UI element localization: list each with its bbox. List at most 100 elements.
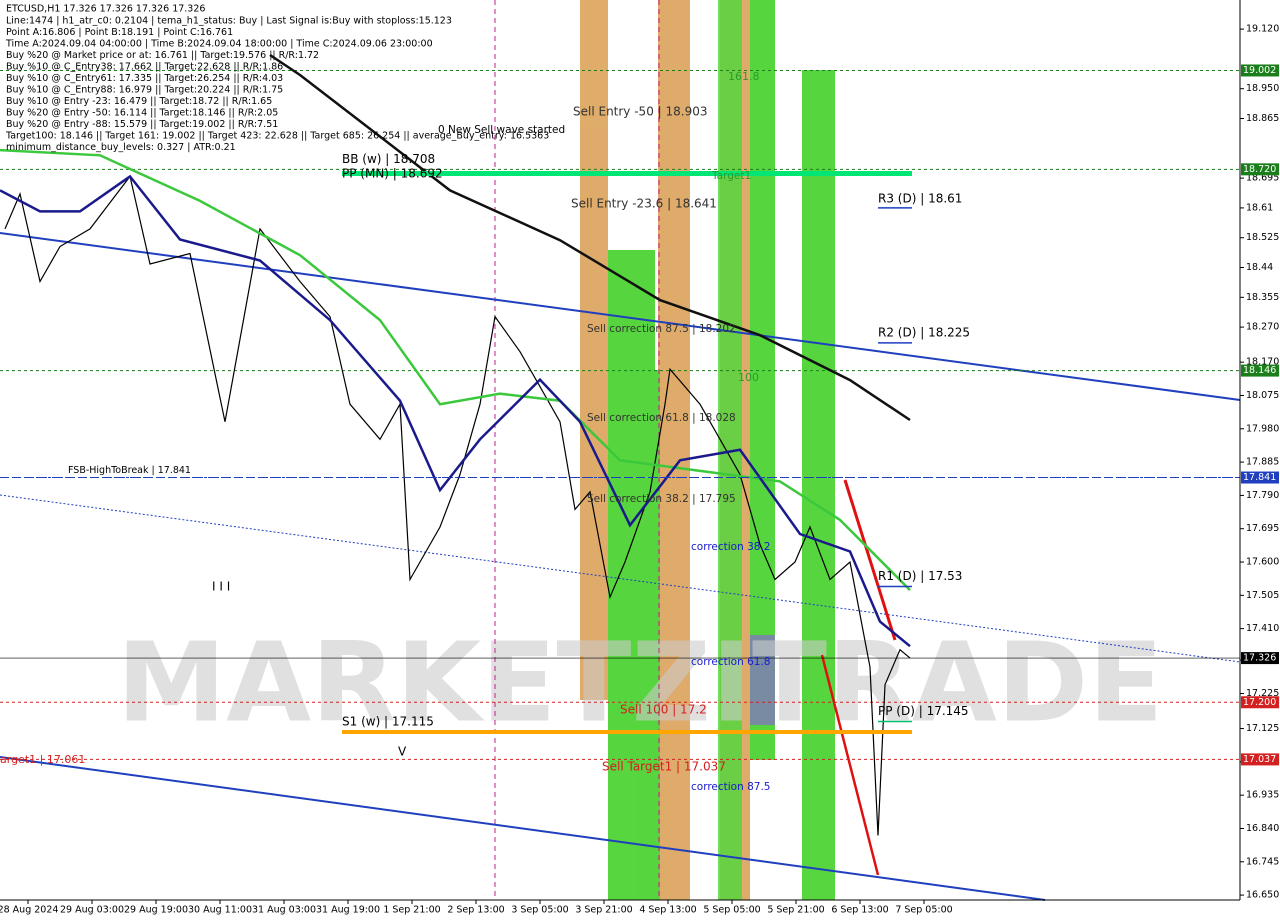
- x-tick-label: 28 Aug 2024: [0, 905, 58, 916]
- x-tick-label: 29 Aug 19:00: [124, 905, 188, 916]
- y-tick-label: 18.075: [1246, 390, 1279, 401]
- info-line: Target100: 18.146 || Target 161: 19.002 …: [5, 131, 549, 142]
- y-tick-label: 19.120: [1246, 24, 1279, 35]
- annotation: correction 87.5: [691, 781, 770, 793]
- annotation: correction 61.8: [691, 656, 770, 668]
- price-axis: [1240, 0, 1280, 920]
- y-tick-label: 18.170: [1246, 357, 1279, 368]
- zone: [750, 0, 775, 760]
- price-tag-label: 17.326: [1243, 653, 1276, 664]
- trend-line: [0, 494, 1241, 663]
- y-tick-label: 17.225: [1246, 688, 1279, 699]
- price-tag: [1241, 364, 1279, 377]
- y-tick-label: 17.885: [1246, 457, 1279, 468]
- price-tag-label: 17.200: [1243, 697, 1276, 708]
- x-tick-label: 7 Sep 05:00: [895, 905, 952, 916]
- level-label: FSB-HighToBreak | 17.841: [68, 465, 191, 476]
- info-line: Buy %10 @ C_Entry88: 16.979 || Target:20…: [6, 85, 283, 96]
- x-tick-label: 30 Aug 11:00: [188, 905, 252, 916]
- info-line: minimum_distance_buy_levels: 0.327 | ATR…: [6, 142, 236, 153]
- info-panel: ETCUSD,H1 17.326 17.326 17.326 17.326 Li…: [5, 4, 549, 154]
- level-label: BB (w) | 18.708: [342, 152, 435, 166]
- trend-line: [0, 756, 1046, 901]
- y-tick-label: 18.61: [1246, 202, 1273, 213]
- info-line: Point A:16.806 | Point B:18.191 | Point …: [6, 27, 233, 38]
- y-tick-label: 18.270: [1246, 322, 1279, 333]
- y-tick-label: 16.745: [1246, 856, 1279, 867]
- series-line: [0, 148, 911, 591]
- price-tag-label: 19.002: [1243, 65, 1276, 76]
- price-tag: [1241, 652, 1279, 665]
- info-line: Buy %10 @ C_Entry38: 17.662 || Target:22…: [6, 62, 283, 73]
- price-tag-label: 17.037: [1243, 754, 1276, 765]
- annotation: V: [398, 745, 407, 759]
- zone: [658, 0, 690, 900]
- y-tick-label: 17.600: [1246, 557, 1279, 568]
- annotation: Target1: [711, 170, 751, 182]
- symbol: ETCUSD,H1 17.326 17.326 17.326 17.326: [6, 4, 205, 15]
- level-label: R2 (D) | 18.225: [878, 325, 970, 339]
- x-tick-label: 3 Sep 05:00: [511, 905, 568, 916]
- wave-line: [820, 654, 880, 876]
- trend-line: [0, 232, 1241, 401]
- level-label: PP (MN) | 18.692: [342, 167, 443, 181]
- annotation: Sell Entry -50 | 18.903: [573, 105, 707, 119]
- zones: [580, 0, 835, 900]
- series-line: [0, 174, 911, 648]
- zone: [750, 635, 775, 725]
- annotation: 0 New Sell wave started: [438, 124, 565, 136]
- price-tag: [1241, 163, 1279, 176]
- y-tick-label: 18.865: [1246, 113, 1279, 124]
- level-label: R3 (D) | 18.61: [878, 191, 962, 205]
- info-line: Buy %20 @ Entry -50: 16.114 || Target:18…: [6, 108, 278, 119]
- info-line: Buy %10 @ Entry -23: 16.479 || Target:18…: [6, 96, 272, 107]
- series-line: [4, 175, 911, 836]
- annotation: Sell Target1 | 17.037: [602, 760, 726, 774]
- y-tick-label: 18.355: [1246, 292, 1279, 303]
- y-tick-label: 17.410: [1246, 623, 1279, 634]
- x-tick-label: 6 Sep 13:00: [831, 905, 888, 916]
- level-label: R1 (D) | 17.53: [878, 569, 962, 583]
- level-label: PP (D) | 17.145: [878, 704, 969, 718]
- x-tick-label: 31 Aug 19:00: [316, 905, 380, 916]
- annotation: 161.8: [728, 70, 760, 83]
- info-line: Line:1474 | h1_atr_c0: 0.2104 | tema_h1_…: [6, 16, 452, 27]
- annotation: 100: [738, 371, 759, 384]
- info-line: Time A:2024.09.04 04:00:00 | Time B:2024…: [5, 39, 433, 50]
- x-tick-label: 4 Sep 13:00: [639, 905, 696, 916]
- y-tick-label: 18.44: [1246, 262, 1273, 273]
- info-line: Buy %10 @ C_Entry61: 17.335 || Target:26…: [6, 73, 283, 84]
- annotation: Sell Entry -23.6 | 18.641: [571, 197, 717, 211]
- x-tick-label: 2 Sep 13:00: [447, 905, 504, 916]
- price-tag: [1241, 64, 1279, 77]
- annotation: arget1 | 17.061: [0, 753, 85, 766]
- x-tick-label: 1 Sep 21:00: [383, 905, 440, 916]
- y-tick-label: 16.935: [1246, 790, 1279, 801]
- x-tick-label: 3 Sep 21:00: [575, 905, 632, 916]
- y-tick-label: 18.695: [1246, 173, 1279, 184]
- annotation: Sell correction 61.8 | 18.028: [587, 412, 736, 424]
- axes: 19.120 18.950 18.865 18.695 18.61 18.525 18.44…: [0, 24, 1279, 916]
- series-line: [269, 53, 911, 422]
- zone: [802, 70, 835, 900]
- price-tag-label: 18.146: [1243, 365, 1276, 376]
- level-label: S1 (w) | 17.115: [342, 715, 434, 729]
- y-tick-label: 16.840: [1246, 823, 1279, 834]
- x-tick-label: 5 Sep 21:00: [767, 905, 824, 916]
- y-tick-label: 17.505: [1246, 590, 1279, 601]
- annotation: correction 38.2: [691, 541, 770, 553]
- price-tag-label: 17.841: [1243, 472, 1276, 483]
- annotation: Sell correction 38.2 | 17.795: [587, 493, 736, 505]
- wave-line: [843, 479, 897, 641]
- x-tick-label: 31 Aug 03:00: [252, 905, 316, 916]
- zone: [640, 370, 660, 900]
- x-tick-label: 29 Aug 03:00: [60, 905, 124, 916]
- annotation: Sell 100 | 17.2: [620, 703, 707, 717]
- annotation: I I I: [212, 580, 230, 594]
- annotation: Sell correction 87.5 | 18.202: [587, 323, 736, 335]
- price-tag-label: 18.720: [1243, 164, 1276, 175]
- info-line: Buy %20 @ Market price or at: 16.761 || …: [6, 50, 319, 61]
- price-tag: [1241, 471, 1279, 484]
